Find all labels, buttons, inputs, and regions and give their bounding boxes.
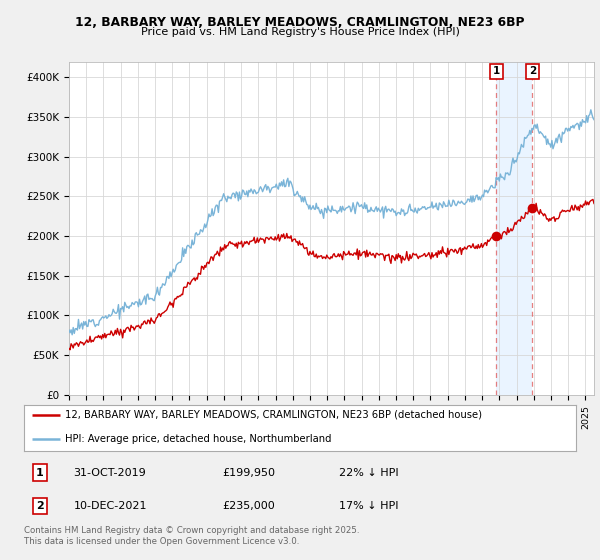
Bar: [496, 62, 532, 395]
Text: 22% ↓ HPI: 22% ↓ HPI: [338, 468, 398, 478]
Text: 10-DEC-2021: 10-DEC-2021: [74, 501, 147, 511]
Text: £235,000: £235,000: [223, 501, 275, 511]
Text: 2: 2: [36, 501, 44, 511]
Text: 12, BARBARY WAY, BARLEY MEADOWS, CRAMLINGTON, NE23 6BP (detached house): 12, BARBARY WAY, BARLEY MEADOWS, CRAMLIN…: [65, 410, 482, 420]
Text: Contains HM Land Registry data © Crown copyright and database right 2025.
This d: Contains HM Land Registry data © Crown c…: [24, 526, 359, 546]
Text: £199,950: £199,950: [223, 468, 276, 478]
Text: 17% ↓ HPI: 17% ↓ HPI: [338, 501, 398, 511]
Text: Price paid vs. HM Land Registry's House Price Index (HPI): Price paid vs. HM Land Registry's House …: [140, 27, 460, 37]
Text: 1: 1: [493, 66, 500, 76]
Text: 31-OCT-2019: 31-OCT-2019: [74, 468, 146, 478]
Text: 12, BARBARY WAY, BARLEY MEADOWS, CRAMLINGTON, NE23 6BP: 12, BARBARY WAY, BARLEY MEADOWS, CRAMLIN…: [75, 16, 525, 29]
Text: 2: 2: [529, 66, 536, 76]
Text: HPI: Average price, detached house, Northumberland: HPI: Average price, detached house, Nort…: [65, 435, 332, 444]
Text: 1: 1: [36, 468, 44, 478]
